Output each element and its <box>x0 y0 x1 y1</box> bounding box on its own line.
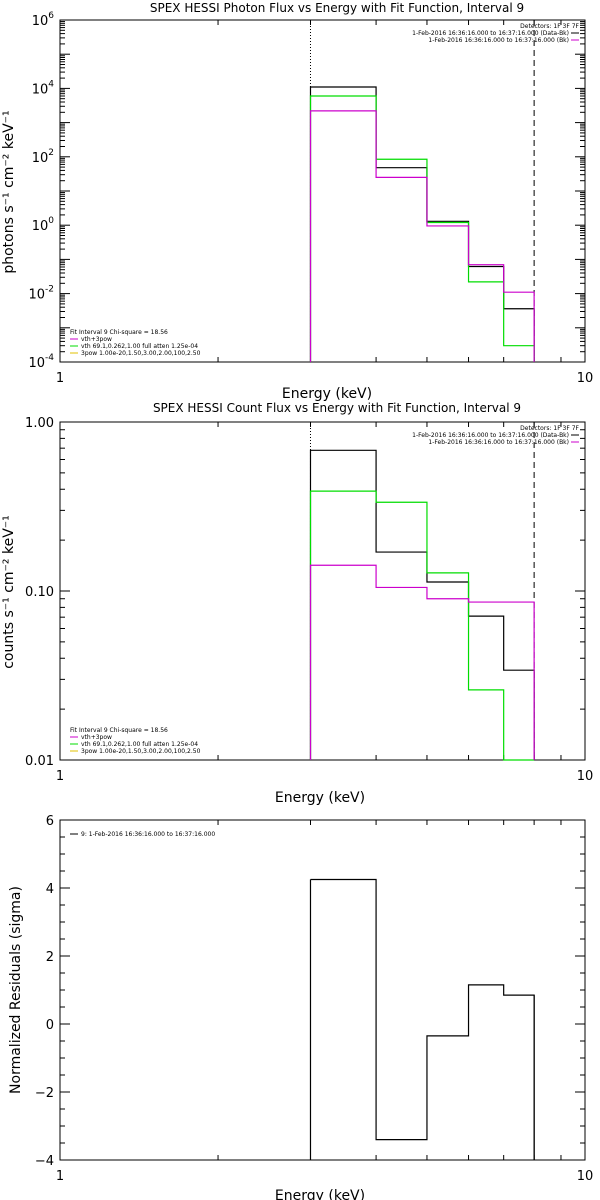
residuals-legend: 9: 1-Feb-2016 16:36:16.000 to 16:37:16.0… <box>70 831 215 838</box>
y-tick-base: 10 <box>32 82 49 97</box>
fit-interval-label: Fit Interval 9 Chi-square = 18.56 <box>70 329 168 336</box>
residuals-ylabel: Normalized Residuals (sigma) <box>8 886 24 1094</box>
plot-frame <box>59 19 586 363</box>
residuals-axes: 1 10 −4 −2 0 2 4 6 <box>35 814 593 1184</box>
legend-top-entry: 1-Feb-2016 16:36:16.000 to 16:37:16.000 … <box>412 432 569 439</box>
y-tick-label: 10-4 <box>28 353 54 371</box>
fit-function-series <box>309 95 535 362</box>
count-flux-axes: 1 10 0.01 0.10 1.00 <box>25 416 593 784</box>
y-tick-base: 10 <box>32 151 49 166</box>
x-tick-label: 1 <box>56 371 64 386</box>
y-tick-base: 10 <box>28 356 45 371</box>
y-tick-base: 10 <box>28 288 45 303</box>
plot-frame <box>59 421 586 761</box>
y-tick-label: −2 <box>35 1086 54 1101</box>
plot-frame <box>59 819 586 1161</box>
y-tick-label: 1.00 <box>25 416 54 431</box>
y-tick-exponent: 4 <box>48 79 54 89</box>
residuals-legend-entry: 9: 1-Feb-2016 16:36:16.000 to 16:37:16.0… <box>81 831 215 838</box>
residuals-data <box>309 878 535 1160</box>
legend-bottom-entry: vth 69.1,0.262,1.00 full atten 1.25e-04 <box>81 741 198 748</box>
x-tick-label: 10 <box>577 769 594 784</box>
legend-bottom-entry: 3pow 1.00e-20,1.50,3.00,2.00,100,2.50 <box>81 350 201 357</box>
photon-flux-title: SPEX HESSI Photon Flux vs Energy with Fi… <box>150 1 524 15</box>
legend-bottom-entry: vth+3pow <box>81 734 112 741</box>
x-tick-label: 1 <box>56 1169 64 1184</box>
y-tick-label: 10-2 <box>28 285 54 303</box>
legend-bottom-entry: vth+3pow <box>81 336 112 343</box>
y-tick-base: 10 <box>32 219 49 234</box>
legend-bottom-entry: 3pow 1.00e-20,1.50,3.00,2.00,100,2.50 <box>81 748 201 755</box>
legend-top-entry: 1-Feb-2016 16:36:16.000 to 16:37:16.000 … <box>428 37 569 44</box>
count-flux-title: SPEX HESSI Count Flux vs Energy with Fit… <box>153 401 521 415</box>
x-tick-label: 10 <box>577 371 594 386</box>
x-tick-label: 10 <box>577 1169 594 1184</box>
count-flux-ylabel: counts s⁻¹ cm⁻² keV⁻¹ <box>1 515 17 669</box>
count-flux-panel: SPEX HESSI Count Flux vs Energy with Fit… <box>1 401 593 806</box>
residuals-panel: 1 10 −4 −2 0 2 4 6 9: 1-Feb-2016 16:36:16.000 t… <box>8 814 593 1200</box>
y-tick-label: 0 <box>46 1018 54 1033</box>
y-tick-exponent: 6 <box>48 11 54 21</box>
background-series <box>309 110 535 362</box>
y-tick-label: 6 <box>46 814 54 829</box>
count-flux-legend: Detectors: 1F 3F 7F1-Feb-2016 16:36:16.0… <box>70 425 580 755</box>
photon-flux-legend: Detectors: 1F 3F 7F1-Feb-2016 16:36:16.0… <box>70 23 580 357</box>
fit-interval-label: Fit Interval 9 Chi-square = 18.56 <box>70 727 168 734</box>
photon-flux-data <box>309 20 535 362</box>
legend-bottom-entry: vth 69.1,0.262,1.00 full atten 1.25e-04 <box>81 343 198 350</box>
photon-flux-ylabel: photons s⁻¹ cm⁻² keV⁻¹ <box>1 110 17 273</box>
legend-top-entry: 1-Feb-2016 16:36:16.000 to 16:37:16.000 … <box>428 439 569 446</box>
y-tick-exponent: 2 <box>48 148 54 158</box>
y-tick-base: 10 <box>32 14 49 29</box>
photon-flux-xlabel: Energy (keV) <box>282 386 372 402</box>
y-tick-label: 4 <box>46 882 54 897</box>
y-tick-label: 102 <box>32 148 54 166</box>
y-tick-exponent: -2 <box>45 285 54 295</box>
legend-top-entry: 1-Feb-2016 16:36:16.000 to 16:37:16.000 … <box>412 30 569 37</box>
y-tick-label: −4 <box>35 1154 54 1169</box>
y-tick-exponent: 0 <box>48 216 54 226</box>
y-tick-label: 0.01 <box>25 754 54 769</box>
y-tick-exponent: -4 <box>45 353 54 363</box>
x-tick-label: 1 <box>56 769 64 784</box>
y-tick-label: 106 <box>32 11 55 29</box>
y-tick-label: 104 <box>32 79 55 97</box>
fit-function-series <box>309 490 535 761</box>
y-tick-label: 2 <box>46 950 54 965</box>
y-tick-label: 100 <box>32 216 55 234</box>
count-flux-xlabel: Energy (keV) <box>275 790 365 806</box>
data-minus-background-series <box>309 86 535 362</box>
y-tick-label: 0.10 <box>25 585 54 600</box>
photon-flux-panel: SPEX HESSI Photon Flux vs Energy with Fi… <box>1 1 593 402</box>
residuals-series <box>310 878 535 1160</box>
count-flux-data <box>309 422 535 761</box>
data-minus-background-series <box>309 449 535 760</box>
detectors-label: Detectors: 1F 3F 7F <box>520 425 579 432</box>
detectors-label: Detectors: 1F 3F 7F <box>520 23 579 30</box>
background-series <box>309 564 535 760</box>
residuals-xlabel: Energy (keV) <box>275 1188 365 1200</box>
